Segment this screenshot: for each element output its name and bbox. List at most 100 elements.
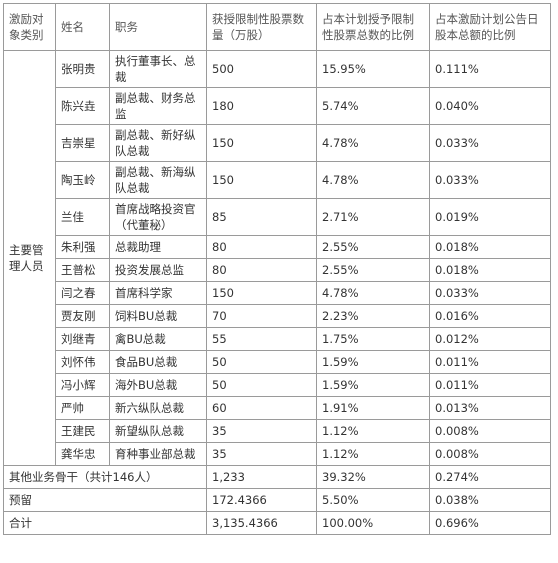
pct-capital-cell: 0.040% — [429, 87, 551, 125]
pct-capital-cell: 0.038% — [429, 488, 551, 512]
pct-capital-cell: 0.019% — [429, 198, 551, 236]
pct-capital-cell: 0.011% — [429, 350, 551, 374]
pct-plan-cell: 2.55% — [316, 235, 430, 259]
name-cell: 兰佳 — [55, 198, 110, 236]
position-cell: 总裁助理 — [109, 235, 207, 259]
position-cell: 执行董事长、总裁 — [109, 50, 207, 88]
pct-capital-cell: 0.033% — [429, 161, 551, 199]
table-row: 王普松 投资发展总监 80 2.55% 0.018% — [4, 258, 551, 282]
position-cell: 投资发展总监 — [109, 258, 207, 282]
pct-capital-cell: 0.012% — [429, 327, 551, 351]
position-cell: 新望纵队总裁 — [109, 419, 207, 443]
name-cell: 冯小辉 — [55, 373, 110, 397]
shares-cell: 85 — [206, 198, 317, 236]
pct-plan-cell: 5.74% — [316, 87, 430, 125]
pct-plan-cell: 15.95% — [316, 50, 430, 88]
position-cell: 禽BU总裁 — [109, 327, 207, 351]
pct-plan-cell: 4.78% — [316, 281, 430, 305]
name-cell: 陶玉岭 — [55, 161, 110, 199]
table-row: 陶玉岭 副总裁、新海纵队总裁 150 4.78% 0.033% — [4, 161, 551, 199]
pct-plan-cell: 4.78% — [316, 161, 430, 199]
table-row: 冯小辉 海外BU总裁 50 1.59% 0.011% — [4, 373, 551, 397]
shares-cell: 150 — [206, 281, 317, 305]
summary-row: 合计 3,135.4366 100.00% 0.696% — [3, 511, 551, 535]
pct-capital-cell: 0.274% — [429, 465, 551, 489]
pct-capital-cell: 0.011% — [429, 373, 551, 397]
shares-cell: 500 — [206, 50, 317, 88]
pct-plan-cell: 1.91% — [316, 396, 430, 420]
table-row: 兰佳 首席战略投资官（代董秘） 85 2.71% 0.019% — [4, 198, 551, 236]
name-cell: 严帅 — [55, 396, 110, 420]
table-row: 龚华忠 育种事业部总裁 35 1.12% 0.008% — [4, 442, 551, 466]
name-cell: 朱利强 — [55, 235, 110, 259]
header-category: 激励对象类别 — [3, 3, 56, 51]
shares-cell: 50 — [206, 350, 317, 374]
pct-capital-cell: 0.016% — [429, 304, 551, 328]
pct-plan-cell: 2.55% — [316, 258, 430, 282]
pct-plan-cell: 1.12% — [316, 419, 430, 443]
table-row: 主要管理人员 张明贵 执行董事长、总裁 500 15.95% 0.111% — [3, 50, 551, 466]
pct-plan-cell: 1.59% — [316, 373, 430, 397]
header-shares: 获授限制性股票数量（万股） — [206, 3, 317, 51]
pct-plan-cell: 39.32% — [316, 465, 430, 489]
position-cell: 饲料BU总裁 — [109, 304, 207, 328]
pct-plan-cell: 1.12% — [316, 442, 430, 466]
header-pct-capital: 占本激励计划公告日股本总额的比例 — [429, 3, 551, 51]
position-cell: 副总裁、财务总监 — [109, 87, 207, 125]
pct-plan-cell: 100.00% — [316, 511, 430, 535]
category-cell: 主要管理人员 — [3, 50, 56, 466]
shares-cell: 3,135.4366 — [206, 511, 317, 535]
position-cell: 海外BU总裁 — [109, 373, 207, 397]
header-position: 职务 — [109, 3, 207, 51]
name-cell: 陈兴垚 — [55, 87, 110, 125]
pct-plan-cell: 2.23% — [316, 304, 430, 328]
shares-cell: 50 — [206, 373, 317, 397]
position-cell: 副总裁、新好纵队总裁 — [109, 124, 207, 162]
shares-cell: 150 — [206, 161, 317, 199]
incentive-table-container: 激励对象类别 姓名 职务 获授限制性股票数量（万股） 占本计划授予限制性股票总数… — [3, 3, 551, 535]
position-cell: 育种事业部总裁 — [109, 442, 207, 466]
name-cell: 贾友刚 — [55, 304, 110, 328]
position-cell: 首席战略投资官（代董秘） — [109, 198, 207, 236]
summary-label-cell: 其他业务骨干（共计146人） — [3, 465, 207, 489]
pct-capital-cell: 0.033% — [429, 281, 551, 305]
name-cell: 刘继青 — [55, 327, 110, 351]
position-cell: 食品BU总裁 — [109, 350, 207, 374]
name-cell: 龚华忠 — [55, 442, 110, 466]
table-row: 刘继青 禽BU总裁 55 1.75% 0.012% — [4, 327, 551, 351]
pct-plan-cell: 5.50% — [316, 488, 430, 512]
pct-plan-cell: 1.59% — [316, 350, 430, 374]
pct-capital-cell: 0.013% — [429, 396, 551, 420]
table-row: 闫之春 首席科学家 150 4.78% 0.033% — [4, 281, 551, 305]
pct-capital-cell: 0.018% — [429, 258, 551, 282]
name-cell: 王普松 — [55, 258, 110, 282]
table-row: 王建民 新望纵队总裁 35 1.12% 0.008% — [4, 419, 551, 443]
pct-capital-cell: 0.111% — [429, 50, 551, 88]
shares-cell: 180 — [206, 87, 317, 125]
header-pct-plan: 占本计划授予限制性股票总数的比例 — [316, 3, 430, 51]
header-name: 姓名 — [55, 3, 110, 51]
pct-plan-cell: 1.75% — [316, 327, 430, 351]
shares-cell: 60 — [206, 396, 317, 420]
position-cell: 新六纵队总裁 — [109, 396, 207, 420]
name-cell: 吉崇星 — [55, 124, 110, 162]
pct-plan-cell: 4.78% — [316, 124, 430, 162]
name-cell: 刘怀伟 — [55, 350, 110, 374]
shares-cell: 150 — [206, 124, 317, 162]
shares-cell: 80 — [206, 235, 317, 259]
table-row: 陈兴垚 副总裁、财务总监 180 5.74% 0.040% — [4, 87, 551, 125]
pct-capital-cell: 0.033% — [429, 124, 551, 162]
shares-cell: 70 — [206, 304, 317, 328]
summary-row: 预留 172.4366 5.50% 0.038% — [3, 488, 551, 512]
summary-row: 其他业务骨干（共计146人） 1,233 39.32% 0.274% — [3, 465, 551, 489]
shares-cell: 55 — [206, 327, 317, 351]
pct-plan-cell: 2.71% — [316, 198, 430, 236]
name-cell: 王建民 — [55, 419, 110, 443]
pct-capital-cell: 0.008% — [429, 419, 551, 443]
table-row: 贾友刚 饲料BU总裁 70 2.23% 0.016% — [4, 304, 551, 328]
summary-label-cell: 预留 — [3, 488, 207, 512]
incentive-allocation-table: 激励对象类别 姓名 职务 获授限制性股票数量（万股） 占本计划授予限制性股票总数… — [3, 3, 551, 535]
position-cell: 首席科学家 — [109, 281, 207, 305]
table-row: 朱利强 总裁助理 80 2.55% 0.018% — [4, 235, 551, 259]
pct-capital-cell: 0.696% — [429, 511, 551, 535]
